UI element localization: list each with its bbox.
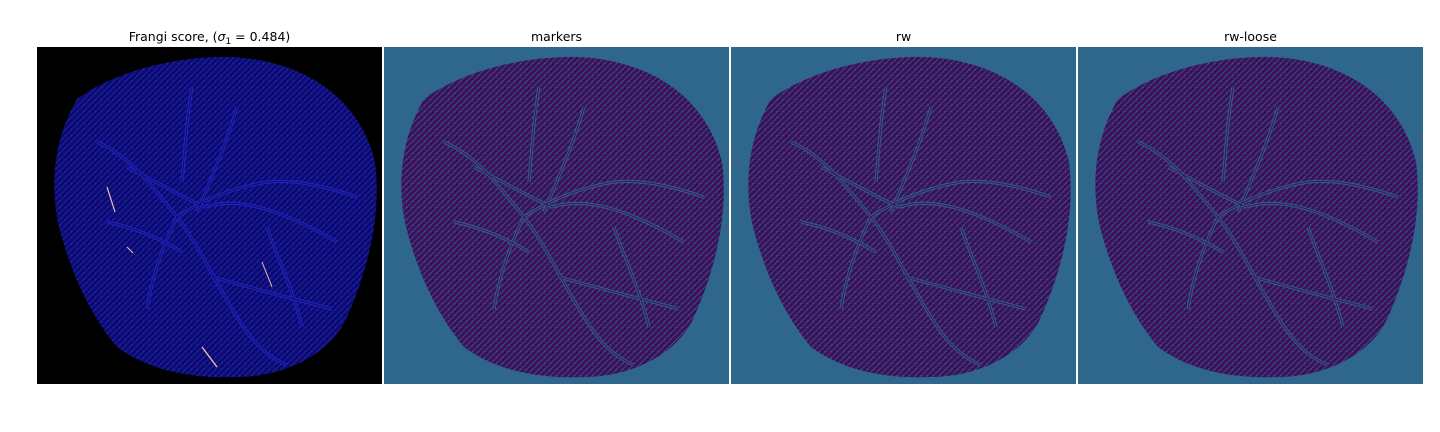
- rw-loose-canvas: [1078, 47, 1423, 384]
- frangi-score-title: Frangi score, (σ1 = 0.484): [128, 29, 291, 47]
- rw-loose-image: [1078, 47, 1423, 384]
- markers-title: markers: [530, 29, 583, 44]
- rw-title: rw: [895, 29, 912, 44]
- markers-canvas: [384, 47, 729, 384]
- frangi-score-canvas: [37, 47, 382, 384]
- frangi-score-image: [37, 47, 382, 384]
- rw-loose-title: rw-loose: [1224, 29, 1277, 44]
- markers-image: [384, 47, 729, 384]
- rw-image: [731, 47, 1076, 384]
- rw-canvas: [731, 47, 1076, 384]
